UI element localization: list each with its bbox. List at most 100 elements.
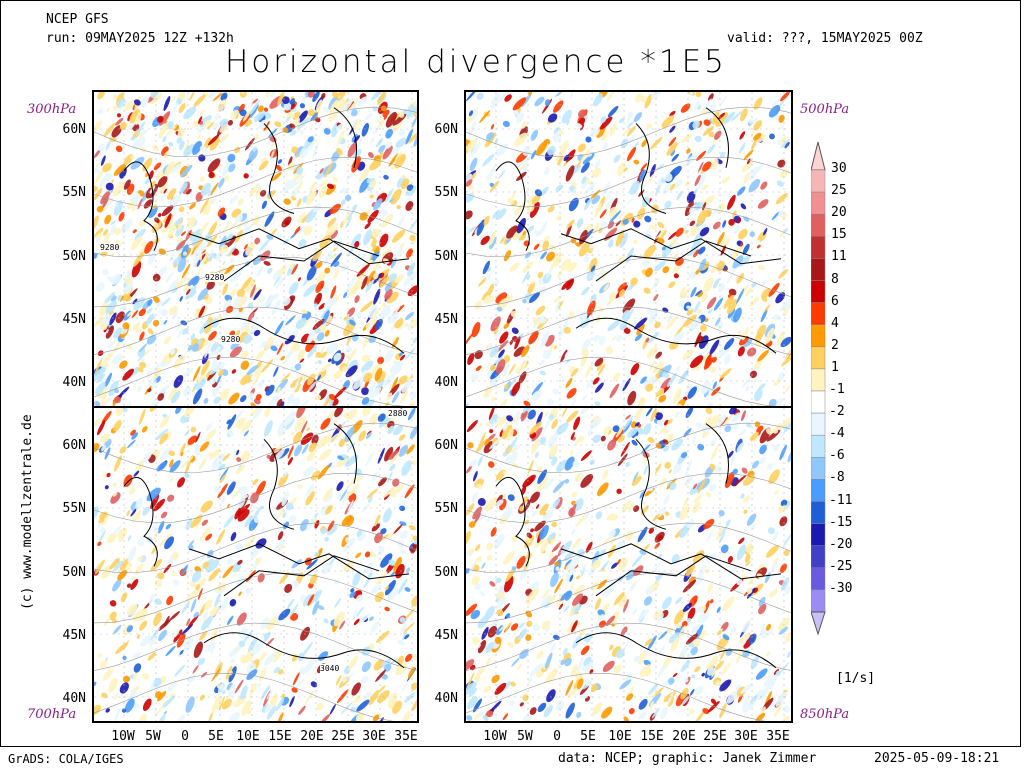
- colorbar-label: 15: [831, 227, 847, 243]
- panel-850hpa: [464, 406, 793, 723]
- contour-label: 9280: [221, 335, 241, 344]
- lon-label: 30E: [734, 729, 758, 744]
- lat-label: 55N: [62, 501, 86, 516]
- run-info: run: 09MAY2025 12Z +132h: [46, 31, 234, 46]
- colorbar-label: 4: [831, 315, 839, 331]
- colorbar-swatch: [811, 545, 826, 569]
- colorbar-swatch: [811, 191, 826, 215]
- colorbar-bottom-arrow: [811, 611, 826, 636]
- lat-label: 50N: [62, 249, 86, 264]
- colorbar-label: 30: [831, 161, 847, 176]
- lon-label: 0: [181, 729, 189, 744]
- lat-label: 60N: [434, 438, 458, 453]
- colorbar-label: -4: [829, 426, 845, 442]
- colorbar-swatch: [811, 213, 826, 237]
- colorbar-label: 25: [831, 183, 847, 199]
- colorbar-label: -25: [829, 558, 853, 574]
- colorbar-label: 20: [831, 205, 847, 221]
- colorbar-top-arrow: [811, 141, 826, 171]
- colorbar-swatch: [811, 236, 826, 259]
- lon-label: 0: [553, 729, 561, 744]
- level-label-850: 850hPa: [800, 707, 850, 722]
- lat-label: 45N: [434, 628, 458, 643]
- colorbar-label: -11: [829, 492, 853, 508]
- plot-frame: [0, 0, 1021, 747]
- lon-label: 20E: [300, 729, 324, 744]
- contour-label: 2880: [388, 409, 408, 418]
- colorbar-swatch: [811, 479, 826, 502]
- colorbar-swatch: [811, 302, 826, 325]
- lon-label: 15E: [268, 729, 292, 744]
- valid-info: valid: ???, 15MAY2025 00Z: [727, 31, 923, 46]
- divergence-field: [466, 92, 791, 407]
- watermark-text: (c) www.modellzentrale.de: [20, 414, 35, 610]
- lat-label: 50N: [434, 565, 458, 580]
- divergence-field: [94, 92, 417, 407]
- lat-label: 40N: [434, 691, 458, 706]
- colorbar-swatch: [811, 324, 826, 348]
- lon-label: 10E: [608, 729, 632, 744]
- colorbar-label: -1: [829, 382, 845, 397]
- lat-label: 40N: [62, 375, 86, 390]
- lon-label: 20E: [672, 729, 696, 744]
- lat-label: 45N: [62, 312, 86, 327]
- colorbar-swatch: [811, 501, 826, 524]
- coastline: [495, 423, 782, 669]
- lon-label: 35E: [394, 729, 418, 744]
- lon-label: 10W: [111, 729, 135, 744]
- coastline: [495, 107, 782, 354]
- colorbar-label: -20: [829, 536, 853, 552]
- lat-label: 60N: [62, 122, 86, 137]
- colorbar-label: -2: [829, 404, 845, 420]
- colorbar-label: 8: [831, 271, 839, 287]
- lon-label: 5E: [208, 729, 224, 744]
- divergence-field: [94, 408, 417, 721]
- lat-label: 40N: [62, 691, 86, 706]
- lat-label: 50N: [434, 249, 458, 264]
- divergence-field: [466, 408, 791, 721]
- panel-700hpa: [92, 406, 419, 723]
- model-name: NCEP GFS: [46, 12, 109, 27]
- map-title: Horizontal divergence *1E5: [225, 44, 727, 80]
- panel-500hpa: [464, 90, 793, 409]
- lon-label: 10E: [236, 729, 260, 744]
- contour-label: 3040: [320, 664, 340, 673]
- colorbar-swatch: [811, 589, 826, 613]
- contour-label: 9280: [100, 243, 120, 252]
- lat-label: 55N: [62, 185, 86, 200]
- colorbar-label: -6: [829, 448, 845, 464]
- colorbar-label: -8: [829, 470, 845, 486]
- panel-300hpa: [92, 90, 419, 409]
- colorbar-label: 2: [831, 337, 839, 353]
- colorbar-swatch: [811, 457, 826, 480]
- lat-label: 55N: [434, 501, 458, 516]
- colorbar-swatch: [811, 280, 826, 303]
- footer-credit: data: NCEP; graphic: Janek Zimmer: [558, 751, 817, 766]
- coastline: [123, 423, 410, 669]
- lat-label: 60N: [62, 438, 86, 453]
- lat-label: 55N: [434, 185, 458, 200]
- colorbar-swatch: [811, 523, 826, 546]
- lon-label: 5E: [580, 729, 596, 744]
- footer-grads: GrADS: COLA/IGES: [8, 752, 124, 766]
- level-label-700: 700hPa: [27, 707, 77, 722]
- lon-label: 25E: [331, 729, 355, 744]
- footer-timestamp: 2025-05-09-18:21: [874, 751, 1000, 766]
- lon-label: 25E: [703, 729, 727, 744]
- colorbar-label: 1: [831, 359, 839, 375]
- contour-label: 9280: [205, 273, 225, 282]
- colorbar-swatches: [811, 141, 826, 636]
- lat-label: 60N: [434, 122, 458, 137]
- colorbar-swatch: [811, 169, 826, 193]
- coastline: [123, 107, 410, 354]
- colorbar-swatch: [811, 368, 826, 392]
- colorbar-swatch: [811, 434, 826, 458]
- colorbar-label: 6: [831, 293, 839, 309]
- colorbar-unit: [1/s]: [836, 671, 876, 686]
- lat-label: 50N: [62, 565, 86, 580]
- lon-label: 5W: [145, 729, 161, 744]
- lon-label: 30E: [362, 729, 386, 744]
- colorbar-swatch: [811, 412, 826, 436]
- lon-label: 35E: [766, 729, 790, 744]
- colorbar-label: -15: [829, 514, 853, 530]
